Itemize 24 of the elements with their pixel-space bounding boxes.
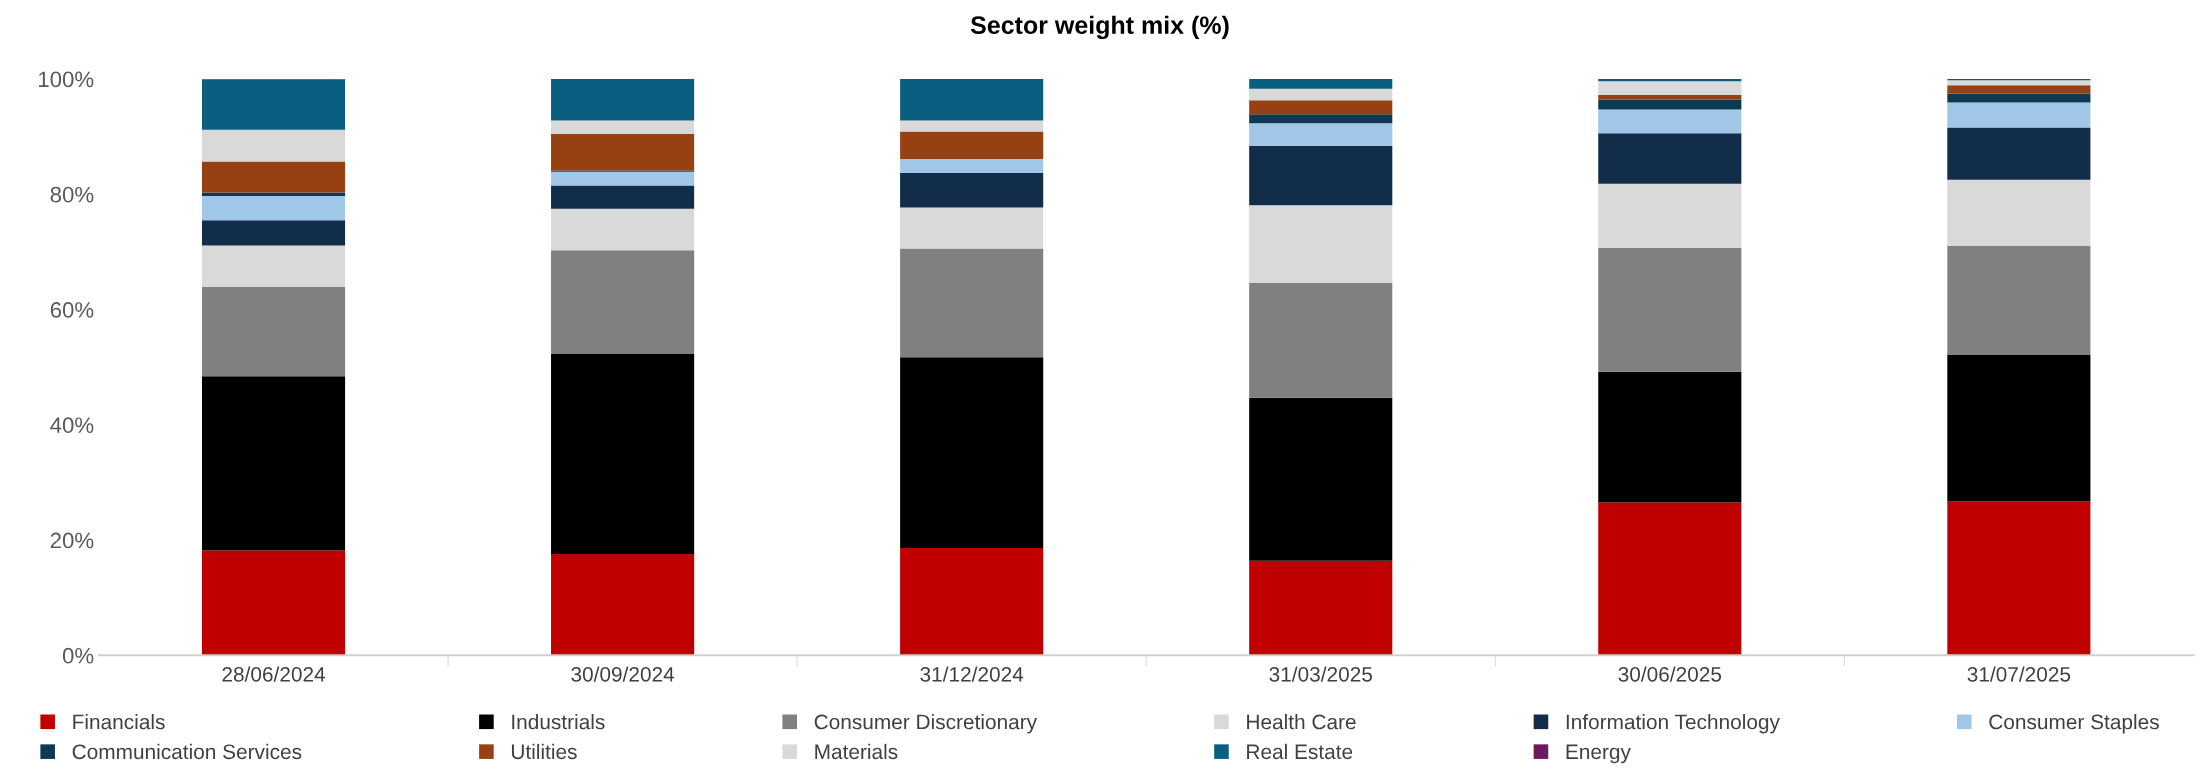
legend-label: Health Care	[1247, 713, 1356, 730]
y-tick-label: 0%	[62, 647, 94, 664]
y-tick-label: 20%	[50, 532, 94, 549]
legend-label: Communication Services	[72, 743, 302, 760]
legend-label: Consumer Discretionary	[814, 713, 1038, 734]
x-tick-label: 31/03/2025	[1269, 666, 1372, 682]
legend-label: Utilities	[511, 743, 577, 760]
legend-label: Real Estate	[1247, 743, 1353, 760]
x-tick-label: 30/06/2025	[1618, 666, 1722, 682]
legend-label: Industrials	[512, 713, 605, 730]
legend-label: Consumer Staples	[1989, 713, 2159, 734]
x-tick-label: 31/07/2025	[1967, 666, 2071, 682]
legend-label: Financials	[73, 713, 165, 730]
y-tick-label: 40%	[50, 417, 94, 434]
y-tick-label: 100%	[39, 71, 94, 88]
y-tick-label: 80%	[50, 186, 94, 203]
legend-label: Materials	[815, 743, 898, 760]
legend-label: Energy	[1566, 744, 1631, 764]
legend-label: Information Technology	[1566, 713, 1780, 734]
y-tick-label: 60%	[50, 302, 94, 318]
chart-title: Sector weight mix (%)	[970, 15, 1229, 40]
x-tick-label: 31/12/2024	[920, 666, 1024, 682]
x-tick-label: 30/09/2024	[571, 666, 675, 682]
x-tick-label: 28/06/2024	[222, 666, 326, 682]
